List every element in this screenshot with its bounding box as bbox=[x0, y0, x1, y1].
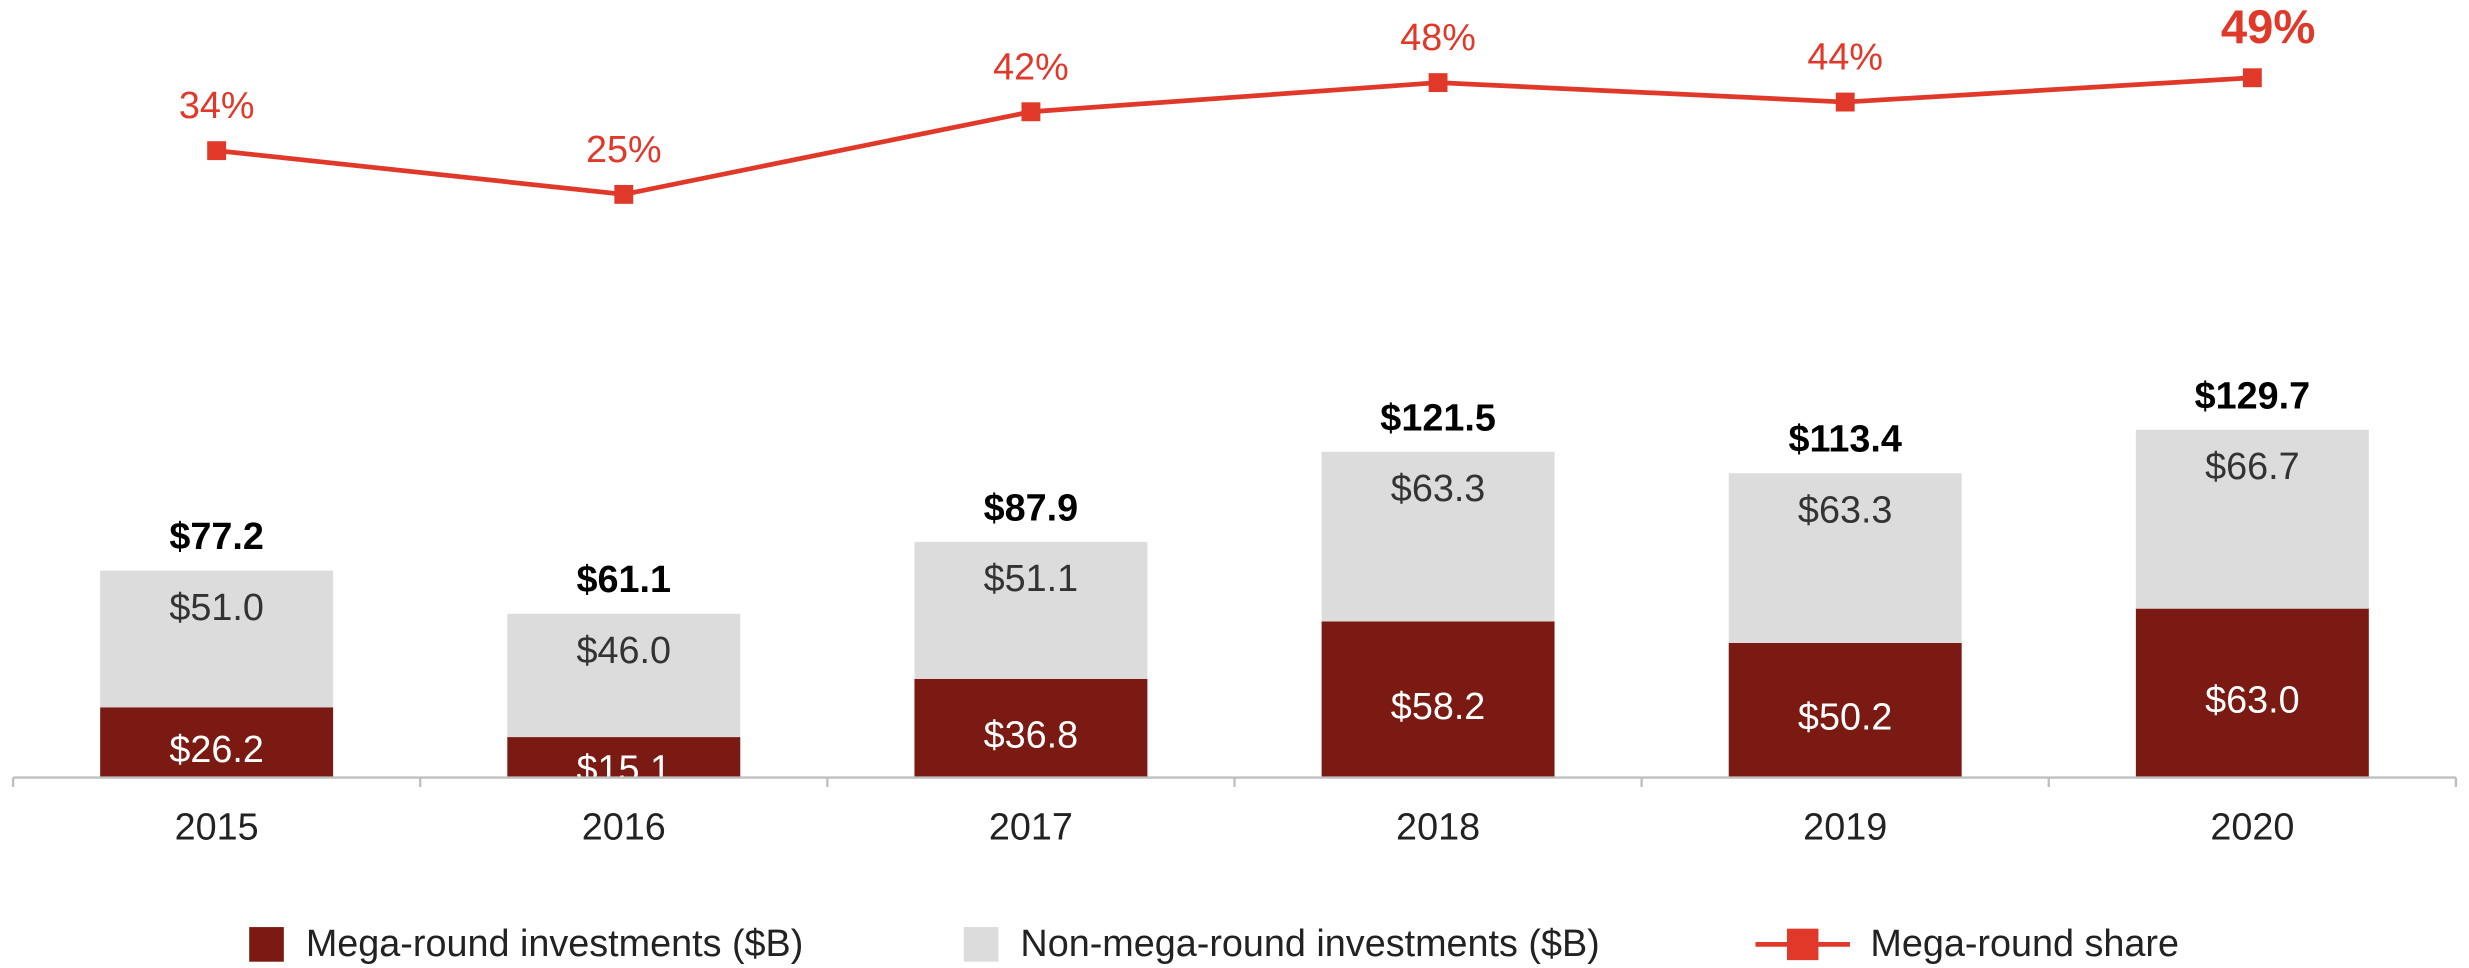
bar-segment bbox=[914, 678, 1148, 778]
value-label: $36.8 bbox=[984, 715, 1079, 757]
value-label: $63.0 bbox=[2205, 680, 2300, 722]
x-tick-label: 2018 bbox=[1396, 806, 1480, 848]
share-label: 42% bbox=[993, 46, 1069, 88]
bar-segment bbox=[914, 541, 1148, 679]
value-label: $58.2 bbox=[1391, 686, 1486, 728]
legend-marker bbox=[1786, 928, 1819, 961]
value-label: $51.1 bbox=[984, 558, 1079, 600]
bar-segment bbox=[507, 613, 741, 738]
x-tick-label: 2019 bbox=[1803, 806, 1887, 848]
share-label: 49% bbox=[2221, 1, 2315, 54]
x-tick-label: 2017 bbox=[989, 806, 1073, 848]
legend-label: Non-mega-round investments ($B) bbox=[1020, 923, 1599, 965]
x-tick-label: 2016 bbox=[582, 806, 666, 848]
bar-segment bbox=[1728, 473, 1962, 643]
bar-segment bbox=[100, 707, 334, 778]
legend-label: Mega-round share bbox=[1870, 923, 2179, 965]
x-tick-label: 2015 bbox=[175, 806, 259, 848]
x-tick-label: 2020 bbox=[2210, 806, 2294, 848]
legend-swatch bbox=[249, 927, 284, 962]
bar-segment bbox=[507, 737, 741, 778]
value-label: $26.2 bbox=[169, 729, 264, 771]
share-label: 44% bbox=[1807, 37, 1883, 79]
value-label: $51.0 bbox=[169, 587, 264, 629]
share-label: 25% bbox=[586, 129, 662, 171]
total-label: $129.7 bbox=[2195, 375, 2311, 417]
bar-segment bbox=[2135, 429, 2369, 609]
value-label: $66.7 bbox=[2205, 446, 2300, 488]
share-marker bbox=[1835, 92, 1855, 112]
bar-segment bbox=[1321, 621, 1555, 778]
share-label: 48% bbox=[1400, 17, 1476, 59]
share-marker bbox=[2242, 68, 2262, 88]
share-marker bbox=[1021, 102, 1041, 122]
value-label: $63.3 bbox=[1391, 468, 1486, 510]
bar-segment bbox=[100, 570, 334, 708]
share-label: 34% bbox=[179, 85, 255, 127]
value-label: $50.2 bbox=[1798, 697, 1893, 739]
value-label: $46.0 bbox=[577, 630, 672, 672]
total-label: $77.2 bbox=[169, 516, 264, 558]
total-label: $87.9 bbox=[984, 487, 1079, 529]
bar-segment bbox=[2135, 608, 2369, 778]
share-line bbox=[216, 75, 2253, 197]
legend-label: Mega-round investments ($B) bbox=[306, 923, 803, 965]
bar-segment bbox=[1321, 451, 1555, 622]
bar-segment bbox=[1728, 642, 1962, 778]
total-label: $61.1 bbox=[577, 559, 672, 601]
total-label: $121.5 bbox=[1380, 397, 1496, 439]
legend-swatch bbox=[963, 927, 999, 962]
total-label: $113.4 bbox=[1788, 419, 1901, 461]
value-label: $15.1 bbox=[577, 749, 672, 791]
value-label: $63.3 bbox=[1798, 490, 1893, 532]
share-marker bbox=[1428, 73, 1448, 93]
share-marker bbox=[614, 184, 634, 204]
share-marker bbox=[207, 141, 227, 161]
